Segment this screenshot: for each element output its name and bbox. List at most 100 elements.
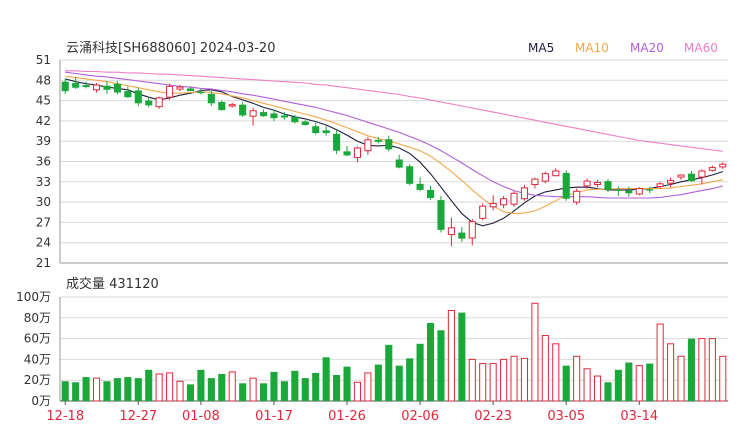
candle-body: [301, 121, 309, 125]
date-tick-label: 03-05: [547, 409, 585, 424]
candle: [82, 81, 90, 89]
candle: [155, 96, 163, 109]
candle-body: [406, 166, 414, 184]
candle: [197, 88, 205, 95]
candle-body: [646, 189, 654, 191]
volume-bar: [406, 358, 414, 401]
candle-body: [249, 110, 257, 117]
moving-average-lines: [65, 70, 723, 227]
price-tick-label: 51: [36, 53, 51, 67]
price-tick-label: 33: [36, 175, 51, 189]
volume-bar: [677, 355, 685, 402]
price-tick-label: 42: [36, 114, 51, 128]
candle-body: [291, 116, 299, 123]
candle: [604, 179, 612, 192]
candle: [687, 170, 696, 182]
volume-label: 成交量 431120: [66, 276, 159, 292]
candle: [92, 83, 101, 93]
candle: [416, 177, 424, 192]
candle-body: [437, 200, 445, 230]
candle: [364, 137, 372, 155]
ma-line-ma20: [65, 71, 723, 199]
candle-body: [635, 188, 643, 195]
candle-body: [541, 173, 549, 182]
volume-bar: [249, 377, 257, 402]
candle-body: [656, 183, 664, 188]
candle-body: [124, 91, 132, 98]
volume-bar: [197, 369, 205, 401]
volume-bar: [134, 378, 142, 401]
candle-body: [343, 151, 351, 156]
candle: [218, 100, 226, 111]
candle: [447, 217, 455, 247]
candle-body: [562, 173, 570, 199]
candle-body: [364, 139, 372, 152]
candle: [406, 164, 414, 186]
candle-body: [573, 190, 581, 203]
candle: [259, 109, 268, 117]
candle-body: [552, 170, 560, 177]
candle-body: [667, 179, 675, 184]
date-tick-label: 12-18: [46, 409, 84, 424]
candle-body: [395, 159, 403, 168]
date-axis: 12-18 12-27 01-08 01-17 01-26 02-06 02-23 03-05…: [46, 401, 658, 424]
candle: [583, 178, 591, 189]
volume-bar: [646, 363, 654, 401]
volume-tick-label: 100万: [16, 290, 51, 304]
candle-body: [500, 198, 508, 206]
candle-body: [312, 126, 320, 134]
volume-bar: [468, 358, 476, 402]
candle: [395, 154, 403, 169]
candle-body: [113, 83, 121, 93]
legend-ma10: MA10: [575, 41, 609, 55]
candle: [134, 87, 142, 107]
volume-bar: [437, 330, 445, 401]
candle: [166, 83, 174, 100]
candle-body: [333, 133, 341, 151]
candle: [458, 227, 466, 243]
candle: [103, 80, 111, 94]
candle-body: [489, 202, 497, 208]
volume-bar: [166, 372, 174, 402]
candle: [708, 165, 716, 172]
candle-body: [228, 104, 236, 107]
volume-bar: [510, 355, 518, 402]
candle-body: [416, 183, 424, 190]
candle: [333, 130, 341, 155]
candle: [301, 120, 309, 126]
volume-bar: [82, 377, 90, 401]
volume-bar: [270, 371, 278, 401]
candle: [343, 145, 351, 157]
price-tick-label: 45: [36, 94, 51, 108]
ma-line-ma5: [65, 78, 723, 227]
candle: [573, 188, 581, 205]
volume-bar: [687, 338, 696, 401]
date-tick-label: 01-08: [182, 409, 220, 424]
candle-body: [197, 91, 205, 94]
volume-bar: [218, 373, 226, 401]
candle: [625, 186, 633, 197]
volume-bar: [395, 365, 403, 401]
candle-body: [103, 85, 111, 90]
volume-bar: [343, 366, 351, 401]
volume-bar: [103, 381, 111, 401]
candle-body: [61, 81, 69, 92]
chart-title: 云涌科技[SH688060] 2024-03-20: [66, 41, 275, 56]
candle-body: [155, 97, 163, 108]
volume-bar: [291, 370, 299, 401]
volume-bar: [426, 323, 435, 401]
volume-bar: [708, 338, 716, 402]
volume-bar: [72, 382, 80, 401]
volume-bar: [479, 363, 487, 402]
date-tick-label: 01-17: [255, 409, 293, 424]
candle: [249, 108, 257, 126]
price-tick-label: 27: [36, 215, 51, 229]
candle: [322, 126, 330, 136]
price-tick-label: 21: [36, 256, 51, 270]
volume-tick-label: 60万: [24, 332, 51, 346]
volume-tick-label: 40万: [24, 352, 51, 366]
volume-bar: [667, 343, 675, 402]
volume-bar: [593, 375, 602, 402]
candle: [479, 203, 487, 221]
candle-body: [520, 187, 529, 200]
